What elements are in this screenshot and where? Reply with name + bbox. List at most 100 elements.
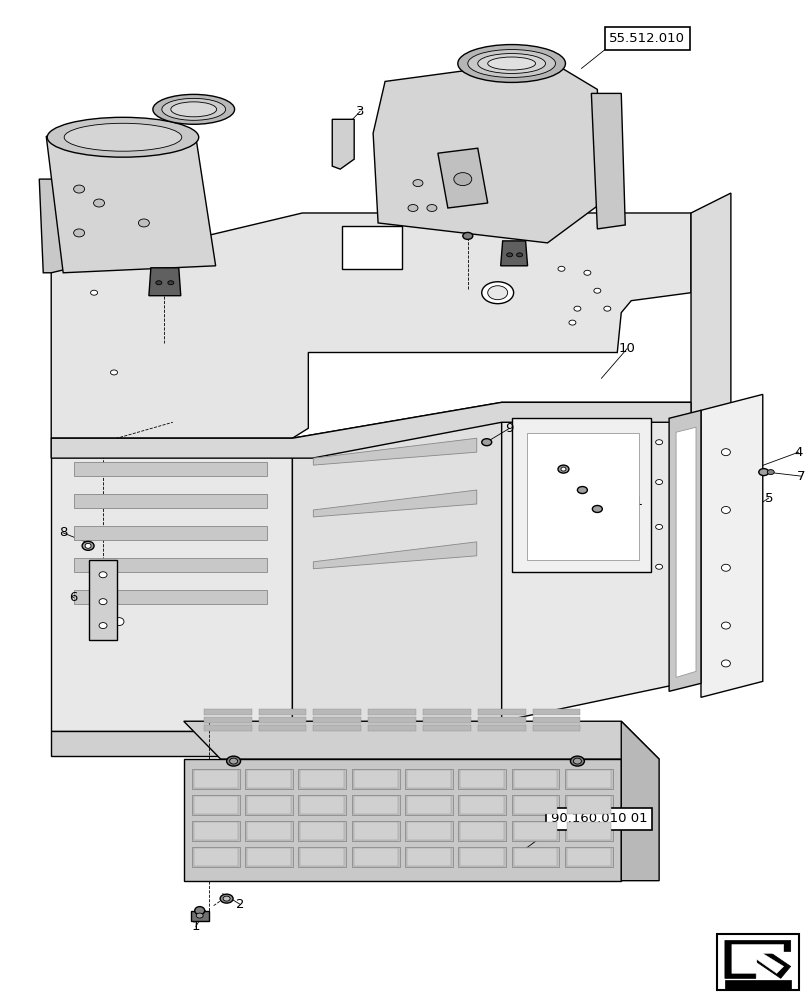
Polygon shape bbox=[332, 119, 354, 169]
Polygon shape bbox=[194, 848, 238, 866]
Text: 1: 1 bbox=[191, 920, 200, 933]
Ellipse shape bbox=[196, 913, 203, 918]
Polygon shape bbox=[457, 821, 505, 841]
Ellipse shape bbox=[593, 288, 600, 293]
Ellipse shape bbox=[654, 564, 662, 569]
Polygon shape bbox=[247, 822, 290, 840]
Ellipse shape bbox=[168, 281, 174, 285]
Ellipse shape bbox=[99, 623, 107, 629]
Polygon shape bbox=[313, 725, 361, 731]
Polygon shape bbox=[457, 795, 505, 815]
Polygon shape bbox=[532, 725, 580, 731]
Text: 7: 7 bbox=[796, 470, 804, 483]
Polygon shape bbox=[423, 717, 470, 723]
Ellipse shape bbox=[757, 469, 768, 476]
Polygon shape bbox=[313, 490, 476, 517]
Polygon shape bbox=[457, 769, 505, 789]
Polygon shape bbox=[313, 709, 361, 715]
Polygon shape bbox=[354, 848, 397, 866]
Ellipse shape bbox=[557, 465, 569, 473]
Ellipse shape bbox=[577, 487, 586, 494]
Ellipse shape bbox=[74, 185, 84, 193]
Polygon shape bbox=[423, 725, 470, 731]
Ellipse shape bbox=[114, 618, 124, 626]
Polygon shape bbox=[191, 847, 239, 867]
Polygon shape bbox=[513, 796, 557, 814]
Ellipse shape bbox=[220, 894, 233, 903]
Polygon shape bbox=[191, 795, 239, 815]
Ellipse shape bbox=[603, 306, 610, 311]
Polygon shape bbox=[405, 821, 453, 841]
Polygon shape bbox=[460, 770, 504, 788]
Polygon shape bbox=[566, 822, 610, 840]
Polygon shape bbox=[51, 731, 292, 756]
Polygon shape bbox=[460, 796, 504, 814]
Ellipse shape bbox=[195, 907, 204, 915]
Polygon shape bbox=[46, 136, 216, 273]
Text: 8: 8 bbox=[59, 526, 67, 539]
Ellipse shape bbox=[573, 758, 581, 764]
Polygon shape bbox=[460, 848, 504, 866]
Polygon shape bbox=[74, 494, 267, 508]
Ellipse shape bbox=[477, 54, 545, 73]
Polygon shape bbox=[511, 418, 650, 572]
Ellipse shape bbox=[557, 266, 564, 271]
Polygon shape bbox=[724, 940, 790, 978]
Polygon shape bbox=[354, 796, 397, 814]
Ellipse shape bbox=[223, 896, 230, 901]
Ellipse shape bbox=[654, 480, 662, 485]
Ellipse shape bbox=[654, 524, 662, 529]
Ellipse shape bbox=[427, 205, 436, 211]
Polygon shape bbox=[298, 769, 345, 789]
Polygon shape bbox=[313, 438, 476, 465]
Polygon shape bbox=[247, 796, 290, 814]
Polygon shape bbox=[731, 944, 783, 973]
Polygon shape bbox=[148, 268, 181, 296]
Polygon shape bbox=[300, 796, 344, 814]
Text: 11: 11 bbox=[626, 495, 643, 508]
Polygon shape bbox=[245, 821, 293, 841]
Ellipse shape bbox=[487, 57, 535, 70]
Polygon shape bbox=[351, 769, 399, 789]
Ellipse shape bbox=[47, 117, 199, 157]
Polygon shape bbox=[477, 709, 525, 715]
Ellipse shape bbox=[654, 440, 662, 445]
Polygon shape bbox=[298, 795, 345, 815]
Polygon shape bbox=[513, 848, 557, 866]
Polygon shape bbox=[437, 148, 487, 208]
Text: 5: 5 bbox=[764, 492, 772, 505]
Text: 10: 10 bbox=[618, 342, 635, 355]
Polygon shape bbox=[354, 770, 397, 788]
Polygon shape bbox=[292, 402, 501, 757]
Polygon shape bbox=[298, 821, 345, 841]
Polygon shape bbox=[354, 822, 397, 840]
Polygon shape bbox=[247, 770, 290, 788]
Polygon shape bbox=[74, 462, 267, 476]
Ellipse shape bbox=[457, 45, 564, 82]
Polygon shape bbox=[564, 769, 612, 789]
Ellipse shape bbox=[99, 572, 107, 578]
Ellipse shape bbox=[516, 253, 522, 257]
Polygon shape bbox=[194, 770, 238, 788]
Polygon shape bbox=[423, 709, 470, 715]
Polygon shape bbox=[564, 795, 612, 815]
Polygon shape bbox=[700, 394, 762, 697]
Polygon shape bbox=[406, 796, 450, 814]
Polygon shape bbox=[526, 433, 638, 560]
Polygon shape bbox=[372, 60, 601, 243]
Ellipse shape bbox=[720, 449, 729, 456]
Polygon shape bbox=[460, 822, 504, 840]
Polygon shape bbox=[405, 795, 453, 815]
Ellipse shape bbox=[592, 505, 602, 512]
Polygon shape bbox=[513, 822, 557, 840]
Text: 9: 9 bbox=[504, 422, 513, 435]
Ellipse shape bbox=[481, 282, 513, 304]
Polygon shape bbox=[258, 717, 306, 723]
Polygon shape bbox=[258, 725, 306, 731]
Ellipse shape bbox=[462, 232, 472, 239]
Polygon shape bbox=[511, 769, 559, 789]
Ellipse shape bbox=[413, 180, 423, 187]
Polygon shape bbox=[74, 526, 267, 540]
Text: 6: 6 bbox=[69, 591, 77, 604]
Ellipse shape bbox=[487, 286, 507, 300]
